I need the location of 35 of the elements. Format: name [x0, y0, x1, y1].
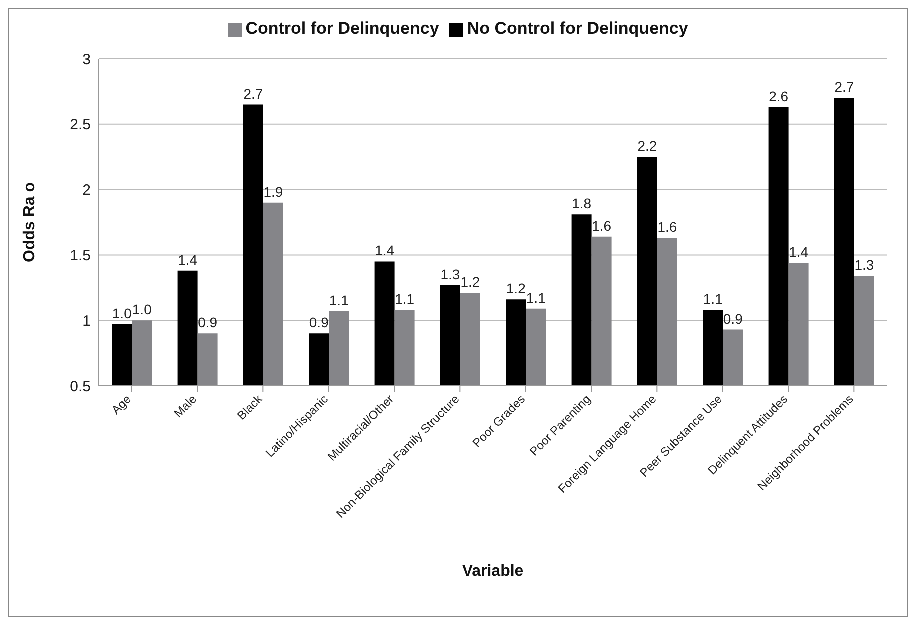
data-label: 1.3: [440, 266, 460, 282]
data-label: 1.1: [329, 292, 350, 308]
legend-label: Control for Delinquency: [246, 19, 440, 38]
y-tick-label: 0.5: [70, 378, 91, 396]
data-label: 1.3: [854, 257, 874, 274]
y-tick-label: 3: [82, 51, 91, 68]
data-label: 1.1: [526, 290, 546, 306]
x-axis-title: Variable: [462, 563, 524, 580]
data-label: 1.9: [264, 184, 284, 200]
y-tick-label: 1.5: [70, 248, 91, 265]
data-label: 1.1: [703, 291, 724, 308]
data-label: 2.6: [769, 88, 789, 104]
data-label: 1.2: [506, 280, 526, 297]
y-axis-title: Odds Ra o: [22, 182, 39, 263]
y-tick-label: 2: [82, 182, 91, 200]
data-label: 1.0: [112, 306, 132, 322]
data-label: 1.2: [460, 274, 480, 290]
y-tick-label: 2.5: [70, 116, 91, 134]
data-label: 1.6: [592, 218, 612, 234]
data-label: 0.9: [309, 314, 330, 331]
data-label: 1.0: [132, 302, 152, 318]
data-label: 2.7: [834, 79, 854, 96]
y-tick-label: 1: [82, 312, 91, 330]
data-label: 0.9: [723, 310, 744, 327]
data-label: 2.2: [638, 138, 658, 154]
data-label: 1.8: [572, 196, 592, 212]
data-label: 1.4: [375, 242, 395, 259]
legend-label: No Control for Delinquency: [467, 19, 688, 38]
data-label: 2.7: [244, 86, 264, 102]
data-label: 1.4: [789, 244, 809, 260]
data-label: 1.1: [395, 291, 415, 308]
data-label: 1.4: [178, 252, 198, 268]
data-label: 0.9: [198, 314, 218, 331]
data-label: 1.6: [658, 219, 678, 236]
x-tick-label: Age: [108, 392, 134, 418]
